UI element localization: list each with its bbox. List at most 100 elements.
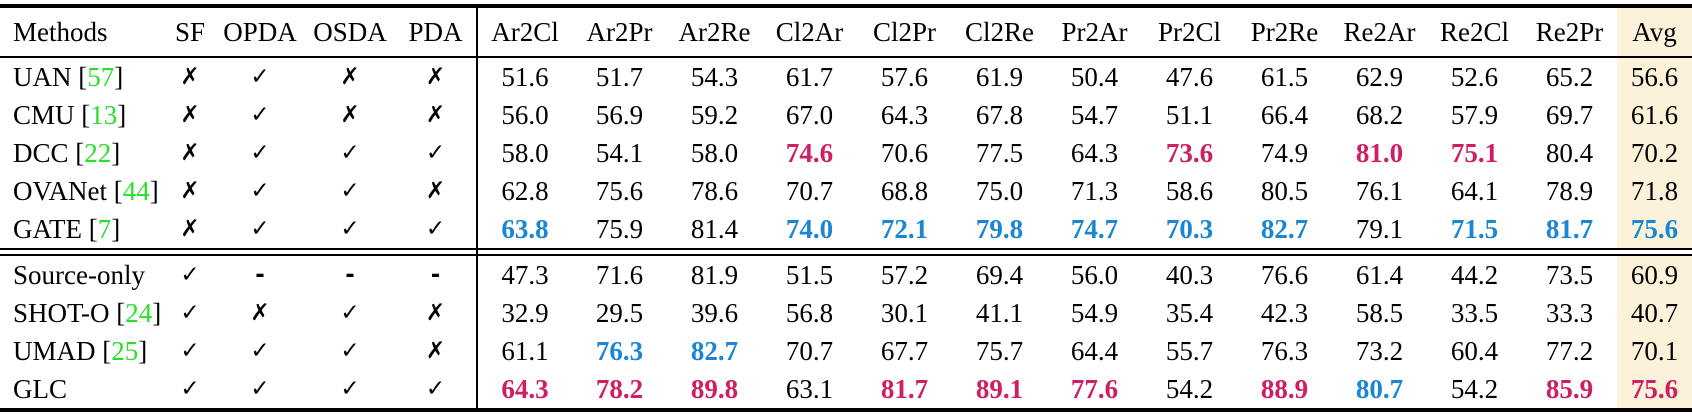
- check-icon: ✓: [180, 299, 200, 326]
- metric-cell: 77.2: [1545, 335, 1594, 366]
- method-name: GLC: [13, 373, 67, 404]
- check-icon: ✓: [425, 139, 446, 166]
- metric-cell: 63.1: [785, 373, 834, 404]
- avg-cell: 56.6: [1630, 61, 1679, 92]
- metric-cell: 69.4: [975, 259, 1024, 290]
- metric-cell: 58.6: [1165, 175, 1214, 206]
- check-icon: ✓: [250, 215, 270, 242]
- metric-cell: 29.5: [595, 297, 644, 328]
- check-icon: ✓: [180, 261, 200, 288]
- metric-cell: 61.4: [1355, 259, 1404, 290]
- method-name: SHOT-O: [13, 297, 110, 328]
- column-header-ar2re: Ar2Re: [667, 6, 762, 58]
- column-header-cl2ar: Cl2Ar: [762, 6, 857, 58]
- dash-glyph: -: [430, 261, 441, 288]
- metric-cell: 74.0: [785, 213, 834, 244]
- metric-cell: 56.9: [595, 99, 644, 130]
- check-icon: ✓: [250, 139, 270, 166]
- column-header-sf: SF: [165, 6, 215, 58]
- citation-number: 7: [97, 213, 112, 244]
- metric-cell: 75.1: [1450, 137, 1499, 168]
- metric-cell: 79.1: [1355, 213, 1404, 244]
- metric-cell: 76.3: [595, 335, 644, 366]
- table-row: OVANet [44] ✗ ✓ ✓ ✗ 62.8 75.6 78.6 70.7 68.8 75.0 7…: [0, 172, 1692, 210]
- metric-cell: 32.9: [476, 294, 572, 332]
- metric-cell: 73.6: [1165, 137, 1214, 168]
- metric-cell: 75.7: [975, 335, 1024, 366]
- method-name: UAN: [13, 61, 72, 92]
- column-header-pr2ar: Pr2Ar: [1047, 6, 1142, 58]
- metric-cell: 79.8: [975, 213, 1024, 244]
- cross-icon: ✗: [340, 101, 360, 128]
- method-name: OVANet: [13, 175, 107, 206]
- metric-cell: 64.4: [1070, 335, 1119, 366]
- metric-cell: 51.7: [595, 61, 644, 92]
- metric-cell: 75.0: [975, 175, 1024, 206]
- check-icon: ✓: [250, 101, 270, 128]
- cross-icon: ✗: [180, 63, 200, 90]
- metric-cell: 42.3: [1260, 297, 1309, 328]
- section-separator: [0, 248, 1692, 256]
- avg-cell: 75.6: [1630, 213, 1679, 244]
- metric-cell: 71.6: [595, 259, 644, 290]
- method-cell: UAN [57]: [13, 61, 124, 92]
- header-row: Methods SF OPDA OSDA PDA Ar2Cl Ar2Pr Ar2…: [0, 6, 1692, 58]
- cross-icon: ✗: [425, 101, 446, 128]
- metric-cell: 47.3: [476, 255, 572, 294]
- metric-cell: 73.5: [1545, 259, 1594, 290]
- metric-cell: 63.8: [476, 210, 572, 249]
- table-row: GLC ✓ ✓ ✓ ✓ 64.3 78.2 89.8 63.1 81.7 89.1 77.6 54.2 8…: [0, 370, 1692, 410]
- metric-cell: 80.7: [1355, 373, 1404, 404]
- metric-cell: 51.5: [785, 259, 834, 290]
- metric-cell: 35.4: [1165, 297, 1214, 328]
- metric-cell: 64.3: [880, 99, 929, 130]
- metric-cell: 76.3: [1260, 335, 1309, 366]
- column-header-pr2cl: Pr2Cl: [1142, 6, 1237, 58]
- method-cell: UMAD [25]: [13, 335, 148, 366]
- metric-cell: 62.9: [1355, 61, 1404, 92]
- column-header-methods: Methods: [0, 6, 165, 58]
- table-row: UMAD [25] ✓ ✓ ✓ ✗ 61.1 76.3 82.7 70.7 67.7 75.7 64.…: [0, 332, 1692, 370]
- metric-cell: 41.1: [975, 297, 1024, 328]
- avg-cell: 75.6: [1630, 373, 1679, 404]
- citation-number: 57: [87, 61, 115, 92]
- check-icon: ✓: [250, 337, 270, 364]
- metric-cell: 68.8: [880, 175, 929, 206]
- dash-glyph: -: [255, 261, 265, 288]
- metric-cell: 81.7: [1545, 213, 1594, 244]
- metric-cell: 74.6: [785, 137, 834, 168]
- check-icon: ✓: [340, 299, 360, 326]
- metric-cell: 66.4: [1260, 99, 1309, 130]
- column-header-ar2cl: Ar2Cl: [476, 6, 572, 58]
- metric-cell: 69.7: [1545, 99, 1594, 130]
- metric-cell: 47.6: [1165, 61, 1214, 92]
- metric-cell: 70.7: [785, 335, 834, 366]
- metric-cell: 33.3: [1545, 297, 1594, 328]
- avg-cell: 71.8: [1630, 175, 1679, 206]
- metric-cell: 78.2: [595, 373, 644, 404]
- metric-cell: 61.9: [975, 61, 1024, 92]
- metric-cell: 54.9: [1070, 297, 1119, 328]
- metric-cell: 82.7: [690, 335, 739, 366]
- metric-cell: 81.0: [1355, 137, 1404, 168]
- metric-cell: 72.1: [880, 213, 929, 244]
- column-header-opda: OPDA: [215, 6, 305, 58]
- table-row: DCC [22] ✗ ✓ ✓ ✓ 58.0 54.1 58.0 74.6 70.6 77.5 64.3…: [0, 134, 1692, 172]
- metric-cell: 70.7: [785, 175, 834, 206]
- metric-cell: 74.9: [1260, 137, 1309, 168]
- metric-cell: 85.9: [1545, 373, 1594, 404]
- method-name: UMAD: [13, 335, 96, 366]
- metric-cell: 67.0: [785, 99, 834, 130]
- metric-cell: 64.3: [1070, 137, 1119, 168]
- metric-cell: 76.1: [1355, 175, 1404, 206]
- column-header-re2pr: Re2Pr: [1522, 6, 1617, 58]
- metric-cell: 52.6: [1450, 61, 1499, 92]
- metric-cell: 60.4: [1450, 335, 1499, 366]
- metric-cell: 33.5: [1450, 297, 1499, 328]
- check-icon: ✓: [250, 177, 270, 204]
- separator-rule: [476, 248, 1692, 256]
- column-header-osda: OSDA: [305, 6, 395, 58]
- metric-cell: 58.5: [1355, 297, 1404, 328]
- table-body: UAN [57] ✗ ✓ ✗ ✗ 51.6 51.7 54.3 61.7 57.6 61.9 50.4…: [0, 57, 1692, 410]
- metric-cell: 54.3: [690, 61, 739, 92]
